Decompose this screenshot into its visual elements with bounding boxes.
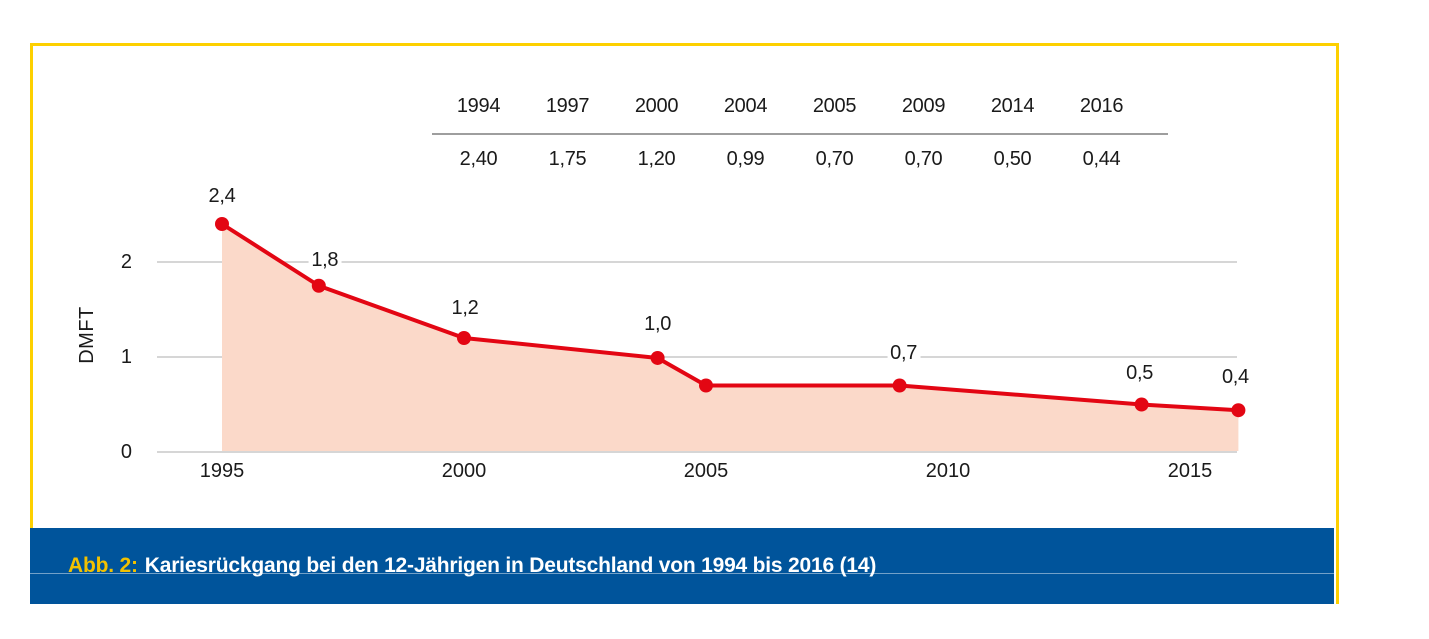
table-value-cell: 1,20 <box>637 148 676 170</box>
caption-number-label: Abb. 2: <box>68 554 138 577</box>
table-year-cell: 2005 <box>812 95 857 117</box>
data-point-label: 0,5 <box>1123 360 1157 385</box>
caption-baseline-rule <box>30 573 1334 574</box>
table-year-cell: 2016 <box>1079 95 1124 117</box>
table-year-cell: 2014 <box>990 95 1035 117</box>
x-axis-tick-label: 2010 <box>925 460 971 482</box>
data-point-label: 0,7 <box>887 340 921 365</box>
data-point-label: 2,4 <box>205 184 239 208</box>
table-value-cell: 1,75 <box>548 148 587 170</box>
table-year-cell: 2000 <box>634 95 679 117</box>
figure-caption: Abb. 2: Kariesrückgang bei den 12-Jährige… <box>68 552 876 580</box>
data-table: 1994 1997 2000 2004 2005 2009 2014 2016 2,40 1,7… <box>434 86 1146 179</box>
table-year-cell: 1997 <box>545 95 590 117</box>
data-point-label: 1,2 <box>448 296 482 320</box>
table-separator-rule <box>432 133 1168 135</box>
x-axis-tick-label: 2000 <box>441 460 487 482</box>
table-value-cell: 0,99 <box>726 148 765 170</box>
data-point-label: 1,8 <box>308 247 342 272</box>
table-value-cell: 0,50 <box>993 148 1032 170</box>
x-axis-tick-label: 2005 <box>683 460 729 482</box>
table-year-cell: 2009 <box>901 95 946 117</box>
x-axis-tick-label: 2015 <box>1167 460 1213 482</box>
y-axis-tick-label: 0 <box>120 441 132 463</box>
data-point-label: 0,4 <box>1218 365 1252 390</box>
table-value-cell: 0,70 <box>904 148 943 170</box>
caption-text: Kariesrückgang bei den 12-Jährigen in De… <box>144 554 877 577</box>
table-years-row: 1994 1997 2000 2004 2005 2009 2014 2016 <box>434 86 1146 126</box>
table-year-cell: 2004 <box>723 95 768 117</box>
data-point-label: 1,0 <box>641 311 675 336</box>
y-axis-tick-label: 2 <box>120 251 132 273</box>
table-year-cell: 1994 <box>456 95 501 117</box>
figure-frame <box>30 43 1339 604</box>
table-value-cell: 0,44 <box>1082 148 1121 170</box>
table-value-cell: 0,70 <box>815 148 854 170</box>
y-axis-tick-label: 1 <box>120 346 132 368</box>
caption-bar: Abb. 2: Kariesrückgang bei den 12-Jährige… <box>30 528 1334 604</box>
table-value-cell: 2,40 <box>459 148 498 170</box>
x-axis-tick-label: 1995 <box>199 460 245 482</box>
table-values-row: 2,40 1,75 1,20 0,99 0,70 0,70 0,50 0,44 <box>434 139 1146 179</box>
